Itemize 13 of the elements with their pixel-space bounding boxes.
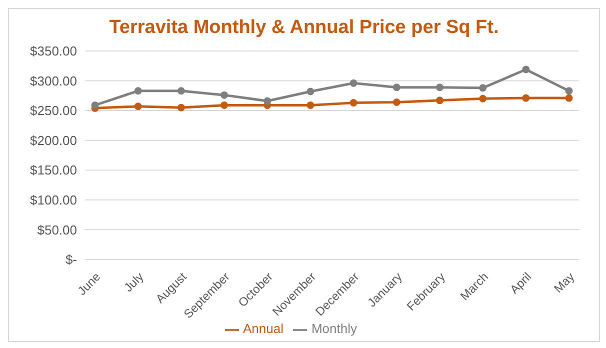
y-tick-label: $350.00 — [30, 44, 77, 59]
y-tick-label: $150.00 — [30, 162, 77, 178]
x-tick-label: May — [551, 270, 578, 296]
chart-title: Terravita Monthly & Annual Price per Sq Ft. — [108, 17, 500, 40]
legend-label: Monthly — [311, 321, 357, 336]
y-tick-label: $- — [65, 252, 77, 268]
y-tick-label: $50.00 — [37, 222, 77, 238]
y-tick-label: $100.00 — [30, 192, 77, 208]
y-tick-label: $250.00 — [30, 103, 77, 118]
legend-label: Annual — [242, 321, 284, 336]
y-tick-label: $300.00 — [30, 73, 77, 88]
y-tick-label: $200.00 — [30, 132, 77, 148]
x-tick-label: July — [121, 270, 146, 295]
